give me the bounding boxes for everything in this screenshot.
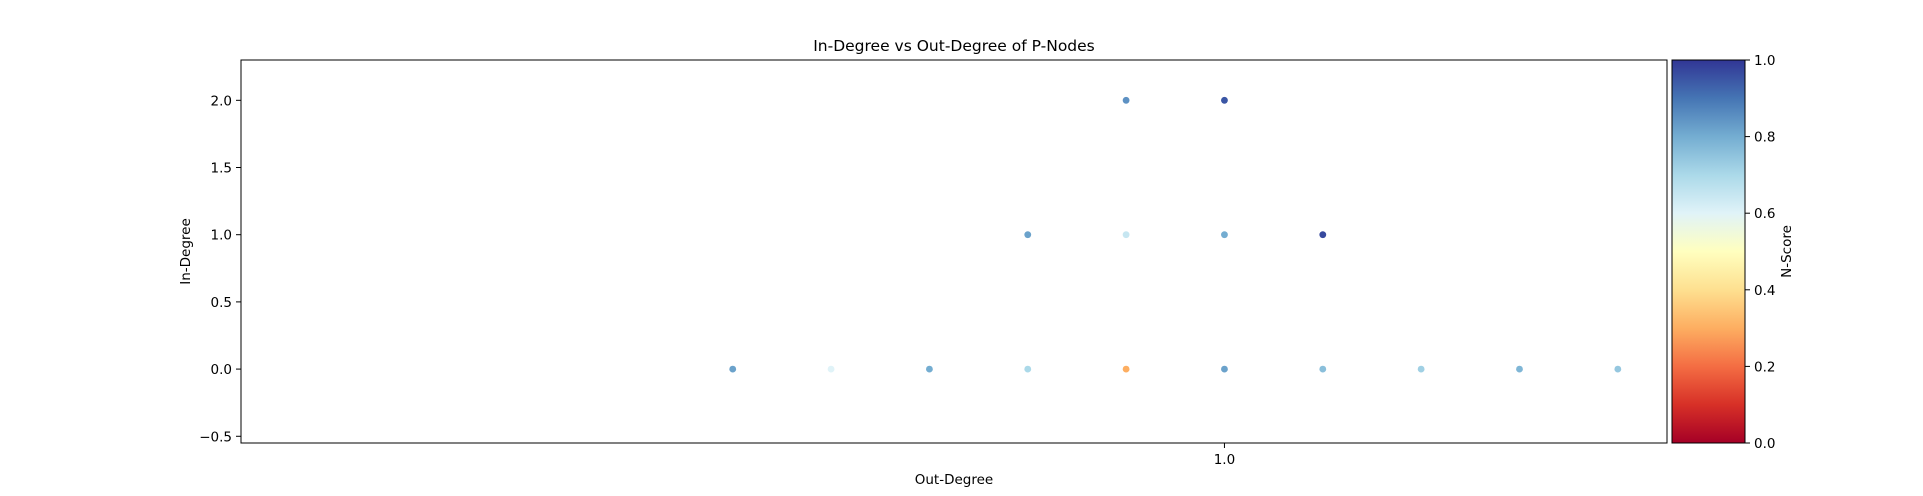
data-point (1122, 96, 1130, 104)
y-tick-label: −0.5 (199, 429, 232, 445)
data-point (729, 365, 737, 373)
x-axis-ticks: 1.0 (1214, 443, 1235, 468)
y-tick-label: 0.5 (211, 295, 232, 311)
data-point (1221, 96, 1228, 104)
data-point (1417, 365, 1425, 373)
x-axis-label: Out-Degree (915, 472, 993, 488)
data-point (1221, 365, 1228, 373)
y-axis-label: In-Degree (178, 218, 194, 285)
chart-title: In-Degree vs Out-Degree of P-Nodes (813, 37, 1095, 55)
y-tick-label: 0.0 (211, 362, 232, 378)
colorbar-ticks: 0.0 0.2 0.4 0.6 0.8 1.0 (1745, 53, 1775, 452)
y-tick-label: 1.5 (211, 161, 232, 177)
data-point (1516, 365, 1523, 373)
colorbar-tick-label: 0.4 (1754, 283, 1775, 299)
x-tick-label: 1.0 (1214, 452, 1235, 468)
data-point (1024, 365, 1032, 373)
y-tick-label: 1.0 (211, 228, 232, 244)
y-tick-label: 2.0 (211, 93, 232, 109)
data-point (827, 365, 835, 373)
data-point (926, 365, 933, 373)
data-point (1319, 365, 1327, 373)
colorbar-tick-label: 0.0 (1754, 436, 1775, 452)
colorbar-tick-label: 0.6 (1754, 206, 1775, 222)
plot-area-frame (240, 59, 1668, 444)
colorbar-label: N-Score (1779, 225, 1795, 278)
colorbar-tick-label: 0.8 (1754, 130, 1775, 146)
data-point (1319, 231, 1327, 239)
colorbar-tick-label: 0.2 (1754, 359, 1775, 375)
data-points (729, 96, 1622, 373)
colorbar-tick-label: 1.0 (1754, 53, 1775, 69)
colorbar (1671, 59, 1746, 444)
data-point (1024, 231, 1032, 239)
data-point (1122, 231, 1130, 239)
data-point (1614, 365, 1622, 373)
data-point (1122, 365, 1130, 373)
y-axis-ticks: −0.5 0.0 0.5 1.0 1.5 2.0 (199, 93, 241, 445)
data-point (1221, 231, 1228, 239)
